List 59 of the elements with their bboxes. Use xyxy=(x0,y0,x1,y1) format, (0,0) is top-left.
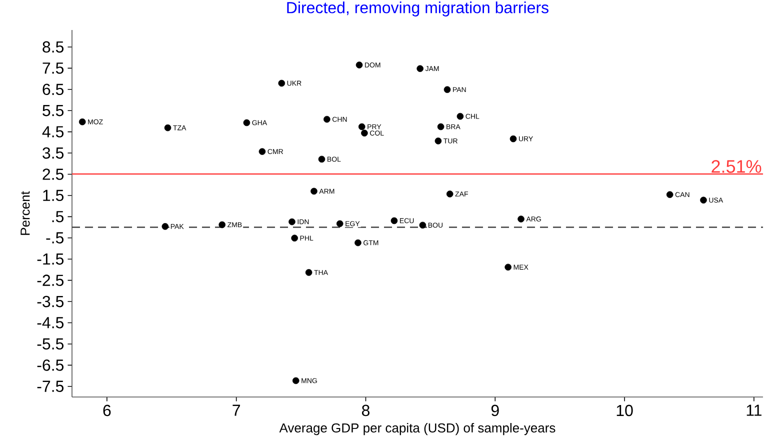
point xyxy=(288,218,296,226)
chart-title: Directed, removing migration barriers xyxy=(287,2,548,16)
x-tick-label: 6 xyxy=(103,404,111,416)
point xyxy=(336,220,344,228)
point xyxy=(419,222,426,229)
point xyxy=(354,239,362,246)
point xyxy=(258,148,266,155)
y-tick-label: -1.5 xyxy=(37,254,64,265)
y-axis-title: Percent xyxy=(20,191,30,235)
point xyxy=(305,269,312,276)
y-tick-label: 1.5 xyxy=(43,190,64,202)
y-tick-label: -7.5 xyxy=(37,380,64,392)
point xyxy=(666,191,674,198)
y-tick-label: -5.5 xyxy=(37,338,64,350)
y-tick-label: 6.5 xyxy=(42,84,64,96)
point xyxy=(434,138,442,144)
point xyxy=(416,65,424,72)
point xyxy=(510,135,517,142)
point xyxy=(504,264,512,271)
point xyxy=(361,130,368,136)
x-tick-label: 9 xyxy=(491,404,499,416)
point xyxy=(78,118,86,126)
point xyxy=(446,190,454,198)
x-tick-label: 10 xyxy=(616,404,633,416)
y-tick-label: -3.5 xyxy=(37,296,64,308)
ref-line-label: 2.51% xyxy=(712,160,762,173)
point xyxy=(444,86,451,94)
point xyxy=(356,62,363,68)
y-tick-label: -2.5 xyxy=(37,274,64,286)
point xyxy=(243,119,250,126)
point xyxy=(164,124,172,132)
y-tick-label: -4.5 xyxy=(37,317,64,328)
point xyxy=(358,123,366,130)
x-tick-label: 11 xyxy=(746,404,762,416)
y-tick-label: 3.5 xyxy=(42,147,64,159)
point xyxy=(292,377,300,384)
y-tick-label: .5 xyxy=(52,211,64,222)
point xyxy=(162,223,169,230)
point xyxy=(218,221,226,228)
y-tick-label: -6.5 xyxy=(37,360,64,371)
point xyxy=(437,123,444,130)
point xyxy=(390,217,398,224)
y-tick-label: 5.5 xyxy=(42,105,64,116)
point xyxy=(456,112,464,120)
point xyxy=(518,216,524,222)
point xyxy=(324,116,330,123)
y-tick-label: 4.5 xyxy=(42,126,64,138)
point xyxy=(291,234,298,242)
x-tick-label: 7 xyxy=(232,404,240,416)
point xyxy=(310,188,318,195)
x-axis-title: Average GDP per capita (USD) of sample-years xyxy=(279,422,556,436)
y-tick-label: 8.5 xyxy=(42,41,64,53)
x-tick-label: 8 xyxy=(362,404,370,416)
y-tick-label: 2.5 xyxy=(42,168,64,180)
y-tick-label: 7.5 xyxy=(42,62,64,74)
point xyxy=(700,196,707,204)
y-tick-label: -.5 xyxy=(46,232,64,244)
point xyxy=(318,156,326,163)
point xyxy=(278,80,286,87)
